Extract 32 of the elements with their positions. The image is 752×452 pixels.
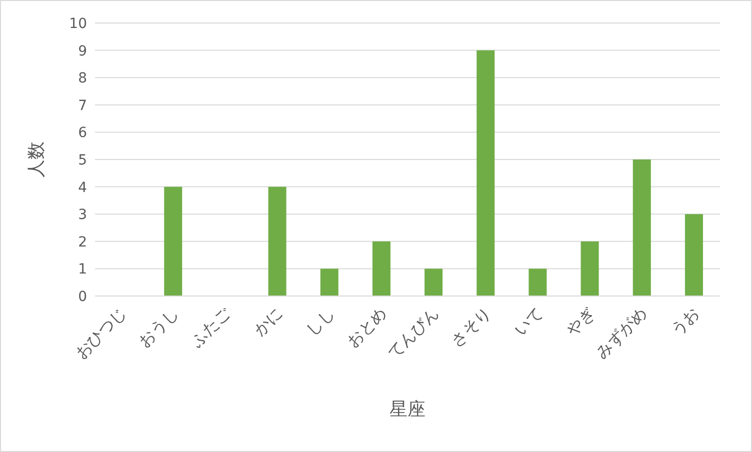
- x-tick-label: しし: [302, 303, 338, 340]
- bar: [528, 268, 547, 296]
- x-tick-label: かに: [250, 303, 286, 340]
- y-tick-label: 4: [78, 180, 88, 196]
- y-tick-label: 6: [78, 125, 88, 142]
- bar: [268, 186, 286, 296]
- bar: [580, 241, 599, 296]
- bar: [424, 268, 443, 296]
- bar: [632, 160, 651, 296]
- x-tick-label: うお: [666, 303, 703, 340]
- bar: [164, 186, 182, 296]
- y-tick-label: 1: [78, 262, 87, 278]
- y-tick-label: 9: [78, 43, 87, 60]
- y-tick-label: 0: [78, 289, 87, 305]
- x-tick-label: おとめ: [342, 303, 390, 351]
- bar: [684, 214, 703, 296]
- y-tick-label: 2: [78, 234, 87, 250]
- x-tick-label: おひつじ: [71, 303, 130, 362]
- y-tick-label: 10: [69, 16, 87, 32]
- x-tick-label: おうし: [134, 303, 182, 351]
- bar: [320, 268, 338, 296]
- y-tick-label: 5: [78, 152, 87, 168]
- y-axis-title: 人数: [26, 142, 47, 178]
- bar: [476, 50, 495, 296]
- y-tick-label: 8: [78, 70, 87, 87]
- x-axis-title: 星座: [390, 399, 426, 420]
- bar: [372, 241, 390, 296]
- x-tick-label: いて: [510, 303, 547, 340]
- x-tick-label: ふたご: [186, 302, 235, 352]
- y-tick-label: 7: [78, 98, 87, 114]
- y-tick-label: 3: [78, 207, 87, 224]
- x-tick-label: さそり: [447, 303, 494, 351]
